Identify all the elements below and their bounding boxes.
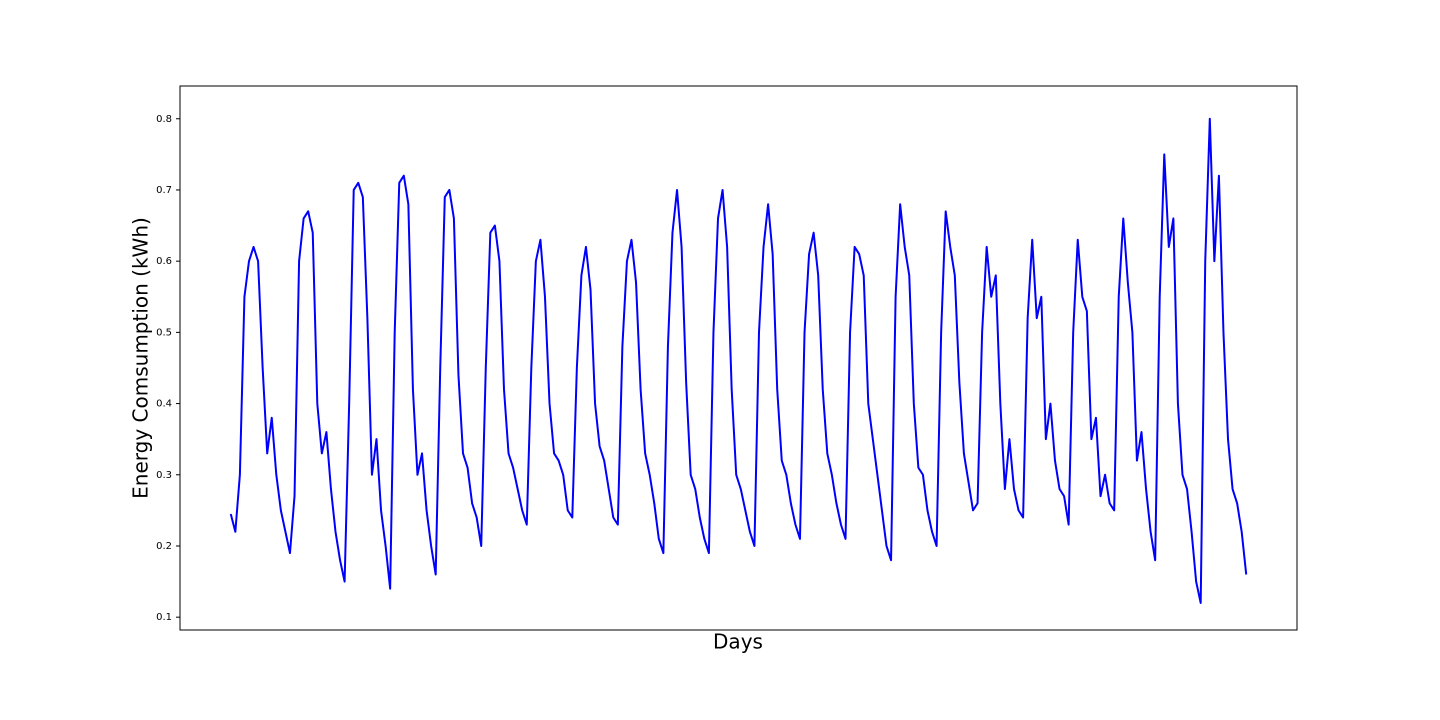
y-tick-label: 0.2 bbox=[156, 541, 172, 552]
y-tick-label: 0.4 bbox=[156, 399, 172, 410]
y-tick-label: 0.5 bbox=[156, 327, 172, 338]
line bbox=[229, 117, 1248, 604]
y-axis-label: Energy Comsumption (kWh) bbox=[129, 217, 153, 499]
y-tick-label: 0.7 bbox=[156, 185, 172, 196]
y-tick-label: 0.8 bbox=[156, 114, 172, 125]
x-axis-label: Days bbox=[713, 630, 763, 654]
plot-frame bbox=[179, 85, 1298, 631]
y-tick-label: 0.3 bbox=[156, 470, 172, 481]
y-tick-label: 0.6 bbox=[156, 256, 172, 267]
y-tick-label: 0.1 bbox=[156, 612, 172, 623]
